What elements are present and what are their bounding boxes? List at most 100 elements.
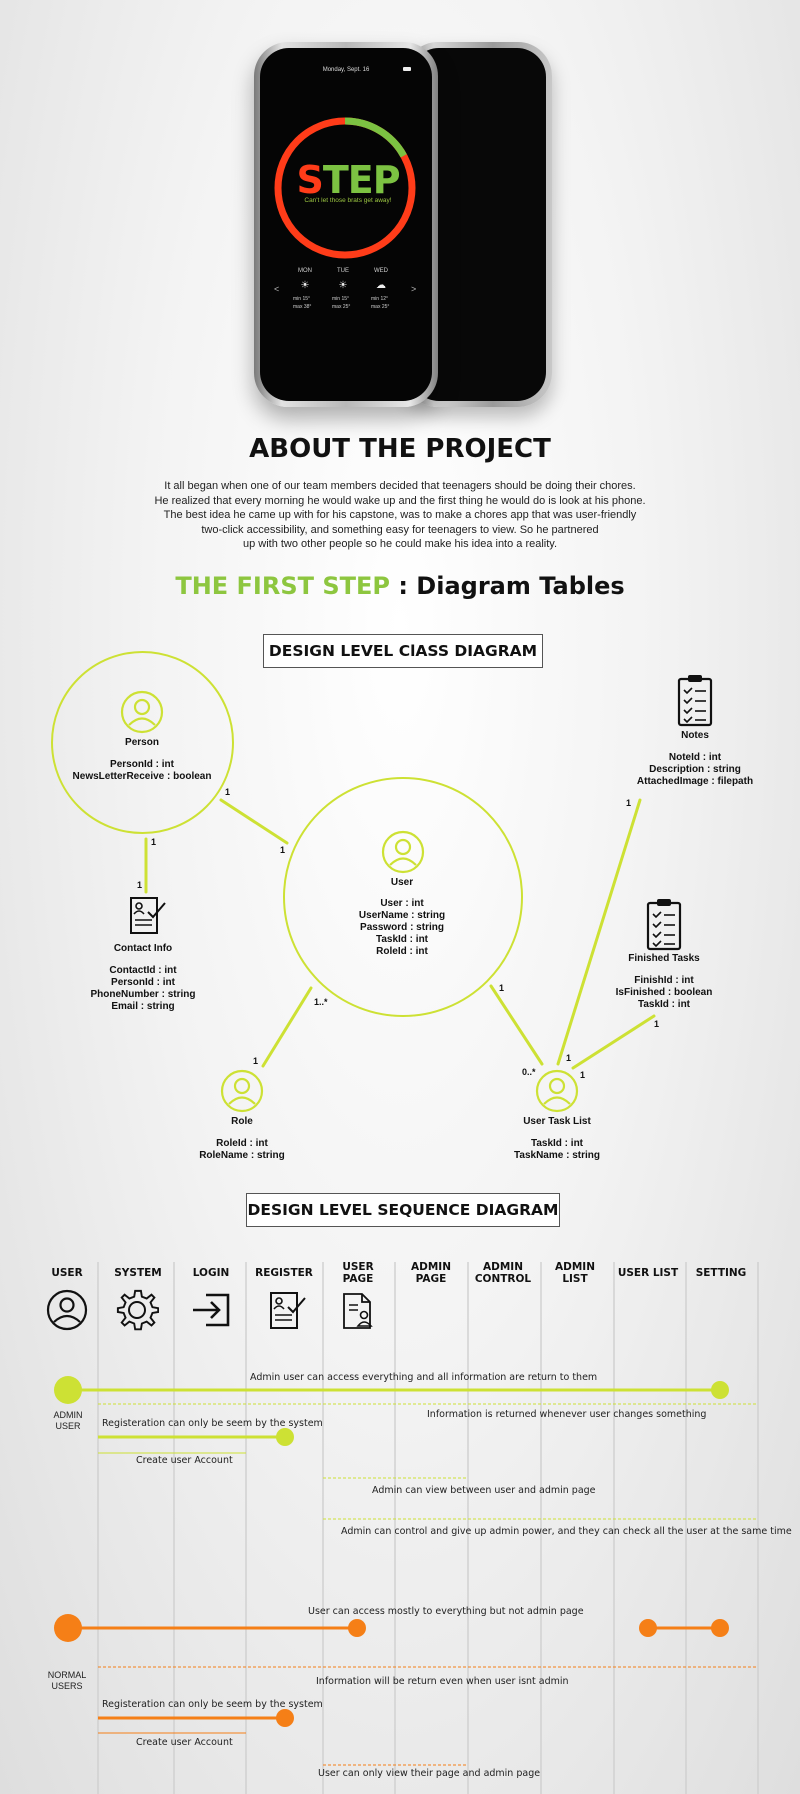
weather-day: MON	[298, 268, 312, 274]
seq-col-login: LOGIN	[192, 1267, 230, 1279]
multiplicity: 1	[151, 837, 157, 847]
first-step-green: THE FIRST STEP	[175, 572, 390, 600]
user-page-icon	[343, 1293, 373, 1329]
cloud-icon: ☁	[376, 280, 386, 291]
admin-actor-label: ADMIN USER	[53, 1410, 83, 1431]
weather-max: max 25°	[332, 304, 351, 310]
user-icon	[381, 830, 425, 874]
line-user-tasklist	[489, 984, 544, 1066]
lifelines	[97, 1262, 759, 1794]
about-line: The best idea he came up with for his ca…	[163, 509, 637, 521]
sequence-diagram-title: DESIGN LEVEL SEQUENCE DIAGRAM	[246, 1193, 560, 1227]
contact-class-name: Contact Info	[113, 943, 173, 954]
multiplicity: 1	[626, 798, 632, 808]
line-person-user	[219, 798, 289, 845]
person-class-circle	[51, 651, 234, 834]
weather-day: WED	[374, 268, 388, 274]
user-icon	[120, 690, 164, 734]
multiplicity: 1	[280, 845, 286, 855]
person-class-name: Person	[125, 737, 159, 748]
seq-message: Registeration can only be seem by the sy…	[102, 1699, 323, 1710]
seq-col-admin-list: ADMIN LIST	[555, 1261, 595, 1285]
multiplicity: 1..*	[314, 997, 328, 1007]
seq-col-system: SYSTEM	[114, 1267, 162, 1279]
role-class-attrs: RoleId : int RoleName : string	[199, 1138, 285, 1161]
multiplicity: 1	[499, 983, 505, 993]
seq-message: Create user Account	[136, 1455, 233, 1466]
seq-message: Admin user can access everything and all…	[250, 1372, 598, 1383]
sun-icon: ☀	[300, 280, 310, 291]
user-class-attrs: User : int UserName : string Password : …	[358, 898, 446, 957]
logo-s: S	[296, 158, 323, 202]
seq-message: User can access mostly to everything but…	[308, 1606, 584, 1617]
user-icon	[46, 1289, 88, 1331]
multiplicity: 1	[654, 1019, 660, 1029]
weather-min: min 15°	[332, 296, 350, 302]
about-line: up with two other people so he could mak…	[242, 538, 558, 550]
progress-ring	[274, 117, 416, 259]
seq-col-register: REGISTER	[255, 1267, 313, 1279]
line-user-role	[261, 986, 313, 1068]
seq-col-user-page: USER PAGE	[342, 1261, 374, 1285]
weather-min: min 15°	[293, 296, 311, 302]
user-class-name: User	[390, 877, 414, 888]
seq-col-user-list: USER LIST	[617, 1267, 679, 1279]
contact-document-icon	[130, 897, 166, 934]
weather-max: max 25°	[371, 304, 390, 310]
first-step-heading: THE FIRST STEP : Diagram Tables	[0, 572, 800, 600]
weather-max: max 38°	[293, 304, 312, 310]
class-connectors	[144, 798, 656, 1070]
about-line: two-click accessibility, and something e…	[201, 523, 599, 536]
role-class-name: Role	[231, 1116, 253, 1127]
weather-min: min 12°	[371, 296, 389, 302]
notes-class-attrs: NoteId : int Description : string Attach…	[636, 752, 754, 787]
about-title: ABOUT THE PROJECT	[249, 434, 551, 464]
seq-col-admin-control: ADMIN CONTROL	[474, 1261, 532, 1285]
notes-class-name: Notes	[681, 730, 709, 741]
seq-message: User can only view their page and admin …	[318, 1768, 541, 1779]
tasklist-class-attrs: TaskId : int TaskName : string	[514, 1138, 600, 1161]
multiplicity: 1	[137, 880, 143, 890]
progress-ring-fill	[274, 117, 416, 259]
multiplicity: 1	[253, 1056, 259, 1066]
phone-date: Monday, Sept. 16	[322, 67, 370, 73]
normal-actor-label: NORMAL USERS	[47, 1670, 87, 1691]
normal-flow	[54, 1614, 758, 1766]
person-class-attrs: PersonId : int NewsLetterReceive : boole…	[72, 759, 212, 782]
seq-col-user: USER	[51, 1267, 83, 1279]
weather-day: TUE	[337, 268, 349, 274]
finished-class-attrs: FinishId : int IsFinished : boolean Task…	[615, 975, 713, 1010]
battery-icon	[403, 67, 411, 71]
admin-flow	[54, 1376, 758, 1520]
clipboard-icon	[677, 675, 713, 727]
seq-message: Registeration can only be seem by the sy…	[102, 1418, 323, 1429]
seq-message: Admin can control and give up admin powe…	[341, 1526, 792, 1537]
line-notes-tasklist	[556, 798, 642, 1066]
multiplicity: 0..*	[522, 1067, 536, 1077]
user-icon	[535, 1069, 579, 1113]
seq-message: Information is returned whenever user ch…	[427, 1409, 707, 1420]
contact-class-attrs: ContactId : int PersonId : int PhoneNumb…	[90, 965, 196, 1012]
multiplicity: 1	[566, 1053, 572, 1063]
seq-message: Information will be return even when use…	[316, 1676, 569, 1687]
next-arrow-icon[interactable]: >	[411, 284, 417, 294]
multiplicity: 1	[580, 1070, 586, 1080]
user-icon	[220, 1069, 264, 1113]
gear-icon	[116, 1289, 159, 1331]
about-line: He realized that every morning he would …	[154, 494, 646, 507]
first-step-rest: : Diagram Tables	[390, 572, 625, 600]
sun-icon: ☀	[338, 280, 348, 291]
tagline: Can't let those brats get away!	[304, 197, 392, 204]
login-icon	[193, 1293, 230, 1327]
prev-arrow-icon[interactable]: <	[274, 284, 280, 294]
step-logo: STEP	[268, 158, 428, 202]
user-class-circle	[283, 777, 523, 1017]
class-diagram-title: DESIGN LEVEL ClASS DIAGRAM	[263, 634, 543, 668]
register-icon	[270, 1292, 306, 1329]
line-finished-tasklist	[571, 1014, 656, 1070]
clipboard-icon	[646, 899, 682, 951]
about-line: It all began when one of our team member…	[164, 480, 636, 492]
seq-message: Admin can view between user and admin pa…	[372, 1485, 596, 1496]
tasklist-class-name: User Task List	[523, 1116, 591, 1127]
finished-class-name: Finished Tasks	[628, 953, 700, 964]
